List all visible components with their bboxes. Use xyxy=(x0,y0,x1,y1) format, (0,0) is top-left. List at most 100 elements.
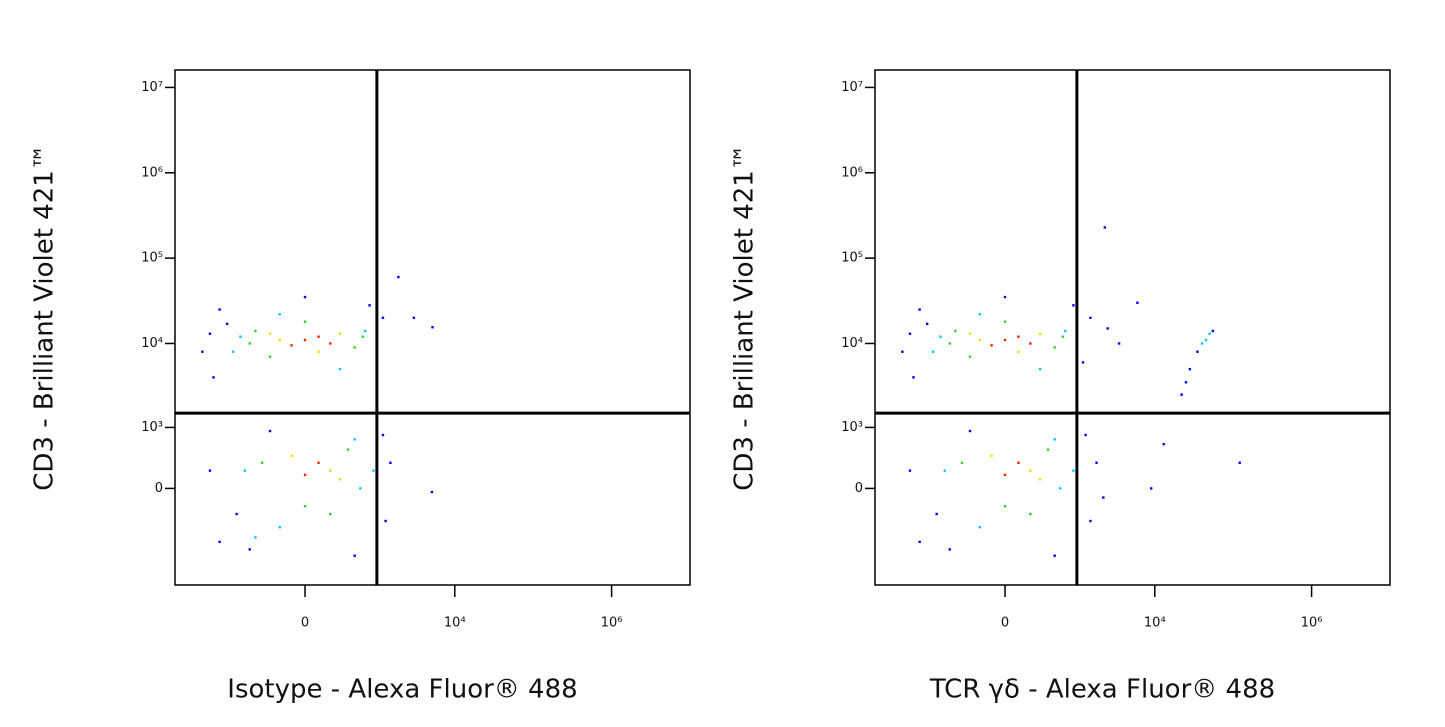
event-dot xyxy=(1059,487,1062,490)
event-dot xyxy=(968,429,972,433)
event-dot xyxy=(1061,335,1065,338)
event-dot xyxy=(218,540,221,544)
event-dot xyxy=(368,304,371,307)
event-dot xyxy=(1003,505,1007,508)
y-axis-label: CD3 - Brilliant Violet 421™ xyxy=(30,144,60,491)
event-dot xyxy=(303,473,307,477)
x-tick-label: 10⁴ xyxy=(444,616,466,631)
event-dot xyxy=(218,308,221,311)
event-dot xyxy=(1064,329,1067,333)
event-dot xyxy=(397,275,400,279)
event-dot xyxy=(303,320,307,323)
event-dot xyxy=(317,461,320,464)
y-axis-label: CD3 - Brilliant Violet 421™ xyxy=(730,144,760,491)
event-dot xyxy=(346,448,350,451)
event-dot xyxy=(1053,346,1056,349)
plot-frame xyxy=(174,69,691,586)
event-dot xyxy=(384,519,387,523)
event-dot xyxy=(978,525,981,529)
event-dot xyxy=(1180,393,1183,396)
event-dot xyxy=(990,454,993,458)
event-dot xyxy=(978,313,981,316)
event-dot xyxy=(329,342,332,345)
event-dot xyxy=(1029,512,1032,516)
y-tick-label: 10⁶ xyxy=(141,165,163,180)
y-tick-label: 10⁷ xyxy=(141,80,163,95)
event-dot xyxy=(431,326,434,329)
event-dot xyxy=(948,342,951,345)
y-tick-label: 0 xyxy=(155,481,163,496)
event-dot xyxy=(353,554,356,557)
event-dot xyxy=(935,512,938,516)
event-dot xyxy=(389,461,392,464)
event-dot xyxy=(303,295,307,299)
event-dot xyxy=(1208,332,1211,335)
event-dot xyxy=(939,335,942,338)
y-tick-label: 10⁶ xyxy=(841,165,863,180)
event-dot xyxy=(381,316,385,319)
event-dot xyxy=(1029,342,1032,345)
event-dot xyxy=(1003,338,1007,342)
event-dot xyxy=(1017,461,1020,464)
event-dot xyxy=(278,338,281,342)
event-dot xyxy=(990,344,993,347)
event-dot xyxy=(212,376,215,379)
event-dot xyxy=(1053,438,1056,441)
event-dot xyxy=(235,512,238,516)
event-dot xyxy=(968,332,972,335)
event-dot xyxy=(329,469,332,472)
event-dot xyxy=(1046,448,1050,451)
event-dot xyxy=(925,322,929,326)
y-tick-label: 10⁴ xyxy=(841,336,863,351)
event-dot xyxy=(1106,327,1109,330)
event-dot xyxy=(239,335,242,338)
y-tick-label: 10³ xyxy=(141,420,163,435)
event-dot xyxy=(1211,329,1215,333)
y-tick-label: 10⁵ xyxy=(141,251,163,266)
event-dot xyxy=(372,469,375,472)
event-dot xyxy=(338,332,342,335)
y-tick-label: 10⁴ xyxy=(141,336,163,351)
event-dot xyxy=(278,525,281,529)
event-dot xyxy=(1188,367,1192,371)
x-tick-label: 10⁴ xyxy=(1144,616,1166,631)
event-dot xyxy=(948,548,951,551)
event-dot xyxy=(1003,473,1007,477)
event-dot xyxy=(1238,461,1241,464)
event-dot xyxy=(1053,554,1056,557)
event-dot xyxy=(248,342,251,345)
event-dot xyxy=(278,313,281,316)
event-dot xyxy=(361,335,365,338)
event-dot xyxy=(254,329,257,333)
event-dot xyxy=(978,338,981,342)
event-dot xyxy=(268,332,272,335)
event-dot xyxy=(303,338,307,342)
event-dot xyxy=(260,461,264,464)
event-dot xyxy=(918,540,921,544)
event-dot xyxy=(1162,442,1165,446)
event-dot xyxy=(912,376,915,379)
event-dot xyxy=(208,469,212,472)
x-tick-label: 0 xyxy=(301,616,309,631)
event-dot xyxy=(1204,338,1208,342)
event-dot xyxy=(960,461,964,464)
event-dot xyxy=(364,329,367,333)
event-dot xyxy=(243,469,247,472)
x-tick-label: 0 xyxy=(1001,616,1009,631)
event-dot xyxy=(329,512,332,516)
event-dot xyxy=(248,548,251,551)
event-dot xyxy=(1103,226,1107,229)
plot-frame xyxy=(874,69,1391,586)
event-dot xyxy=(225,322,229,326)
event-dot xyxy=(1081,361,1085,364)
event-dot xyxy=(303,505,307,508)
x-tick-label: 10⁶ xyxy=(601,616,623,631)
event-dot xyxy=(1196,350,1199,353)
event-dot xyxy=(908,469,912,472)
event-dot xyxy=(954,329,957,333)
event-dot xyxy=(1136,301,1139,304)
event-dot xyxy=(290,344,293,347)
event-dot xyxy=(1117,342,1121,345)
